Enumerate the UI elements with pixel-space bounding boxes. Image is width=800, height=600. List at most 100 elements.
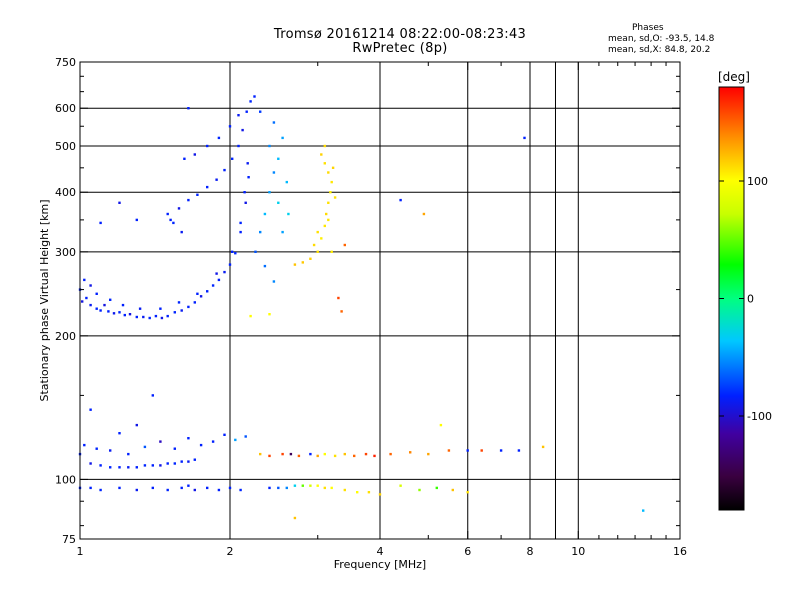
data-point bbox=[160, 316, 164, 320]
data-point bbox=[268, 144, 271, 148]
data-point bbox=[333, 196, 337, 199]
colorbar-ticks: 100 0 -100 bbox=[718, 86, 772, 511]
data-point bbox=[196, 292, 199, 295]
data-point bbox=[85, 296, 88, 300]
data-point bbox=[107, 310, 110, 313]
data-point bbox=[196, 193, 199, 196]
data-point bbox=[330, 486, 333, 490]
data-point bbox=[206, 144, 209, 148]
data-point bbox=[244, 435, 247, 438]
data-point bbox=[228, 263, 232, 266]
data-point bbox=[234, 252, 237, 255]
data-point bbox=[316, 454, 319, 458]
data-point bbox=[223, 433, 226, 436]
y-tick-label: 600 bbox=[55, 102, 76, 115]
data-point bbox=[323, 224, 326, 228]
phase-stats-o-mode: mean, sd,O: -93.5, 14.8 bbox=[608, 34, 715, 44]
data-point bbox=[418, 488, 421, 492]
data-point bbox=[309, 452, 312, 456]
data-point bbox=[159, 464, 162, 467]
data-point bbox=[109, 298, 112, 301]
data-point bbox=[193, 153, 196, 156]
data-point bbox=[239, 230, 242, 234]
data-point bbox=[272, 171, 276, 174]
data-point bbox=[281, 452, 284, 456]
x-tick-label: 4 bbox=[377, 545, 384, 558]
y-tick-label: 400 bbox=[55, 186, 76, 199]
data-point bbox=[281, 136, 284, 140]
data-point bbox=[312, 243, 316, 247]
data-point bbox=[234, 438, 237, 442]
data-point bbox=[439, 423, 443, 427]
data-point bbox=[166, 488, 169, 492]
y-tick-label: 200 bbox=[55, 330, 76, 343]
data-point bbox=[99, 309, 102, 312]
colorbar-tick-label: -100 bbox=[747, 410, 772, 423]
data-point bbox=[287, 212, 290, 216]
y-tick-label: 750 bbox=[55, 56, 76, 69]
data-point bbox=[223, 270, 226, 274]
data-point bbox=[364, 452, 368, 456]
data-point bbox=[541, 445, 545, 449]
data-point bbox=[327, 201, 330, 204]
data-point bbox=[259, 452, 262, 456]
data-point bbox=[118, 311, 121, 314]
data-point bbox=[268, 313, 271, 316]
data-point bbox=[367, 491, 371, 494]
data-point bbox=[247, 176, 250, 179]
data-point bbox=[285, 180, 288, 184]
data-point bbox=[180, 486, 183, 490]
data-point bbox=[135, 488, 138, 492]
data-point bbox=[353, 454, 356, 458]
x-tick-label: 1 bbox=[77, 545, 84, 558]
data-point bbox=[187, 484, 190, 487]
data-point bbox=[166, 462, 169, 465]
data-point bbox=[206, 486, 209, 490]
data-point bbox=[180, 460, 183, 463]
x-tick-label: 6 bbox=[464, 545, 471, 558]
data-point bbox=[277, 157, 280, 160]
data-point bbox=[143, 445, 147, 449]
data-point bbox=[259, 110, 262, 113]
data-point bbox=[99, 488, 102, 492]
data-point bbox=[109, 466, 112, 469]
data-point bbox=[356, 491, 359, 494]
data-point bbox=[177, 207, 181, 210]
data-point bbox=[389, 452, 392, 456]
data-point bbox=[343, 488, 346, 492]
data-point bbox=[228, 125, 232, 128]
y-tick-label: 100 bbox=[55, 473, 76, 486]
data-point bbox=[343, 243, 346, 247]
data-point bbox=[135, 466, 138, 469]
data-point bbox=[239, 221, 242, 225]
data-point bbox=[281, 230, 284, 234]
data-point bbox=[180, 230, 183, 234]
data-point bbox=[183, 157, 186, 160]
data-point bbox=[187, 460, 190, 463]
data-point bbox=[289, 452, 293, 456]
data-point bbox=[228, 486, 232, 490]
data-point bbox=[81, 300, 84, 303]
data-point bbox=[399, 484, 402, 487]
data-point bbox=[118, 466, 121, 469]
data-point bbox=[193, 458, 196, 461]
data-point bbox=[135, 218, 138, 222]
data-point bbox=[151, 394, 154, 397]
data-point bbox=[297, 454, 301, 458]
y-tick-label: 300 bbox=[55, 246, 76, 259]
x-axis-label: Frequency [MHz] bbox=[334, 558, 426, 571]
data-point bbox=[89, 303, 92, 307]
data-point bbox=[95, 307, 98, 310]
data-point bbox=[206, 290, 209, 293]
data-point bbox=[246, 162, 249, 165]
colorbar-unit-label: [deg] bbox=[718, 70, 750, 84]
phase-stats-heading: Phases bbox=[632, 23, 664, 33]
data-point bbox=[447, 449, 451, 452]
data-point bbox=[127, 452, 130, 456]
data-point bbox=[254, 250, 257, 253]
data-point bbox=[329, 191, 332, 194]
data-point bbox=[409, 451, 412, 454]
data-point bbox=[293, 484, 297, 487]
data-point bbox=[244, 201, 247, 204]
